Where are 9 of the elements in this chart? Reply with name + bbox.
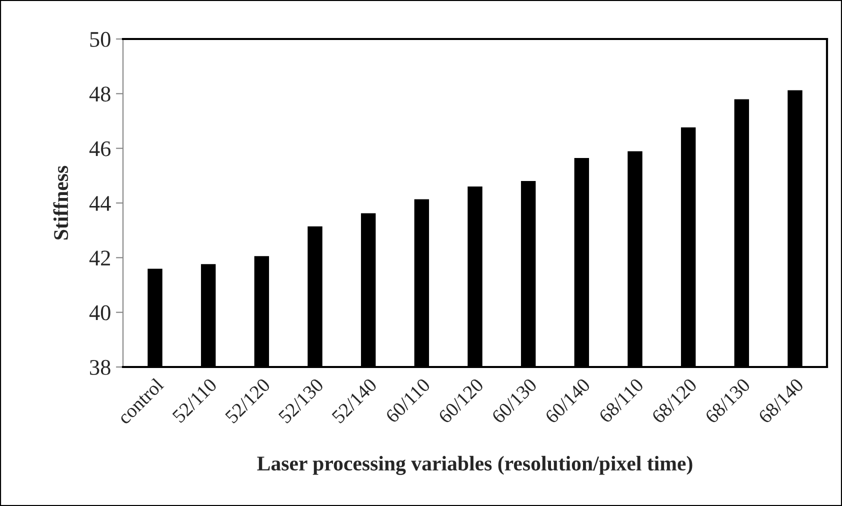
y-tick-label: 48 (89, 86, 110, 102)
y-tick-label: 42 (89, 250, 110, 266)
y-tick-label: 44 (89, 196, 111, 211)
y-tick-label: 50 (90, 32, 110, 47)
y-tick-label: 38 (90, 360, 110, 375)
y-axis-title: Stiffness (53, 166, 68, 240)
x-axis-title: Laser processing variables (resolution/pixel time) (257, 456, 692, 475)
y-tick-label: 46 (89, 141, 111, 156)
y-tick-label: 40 (89, 305, 110, 320)
